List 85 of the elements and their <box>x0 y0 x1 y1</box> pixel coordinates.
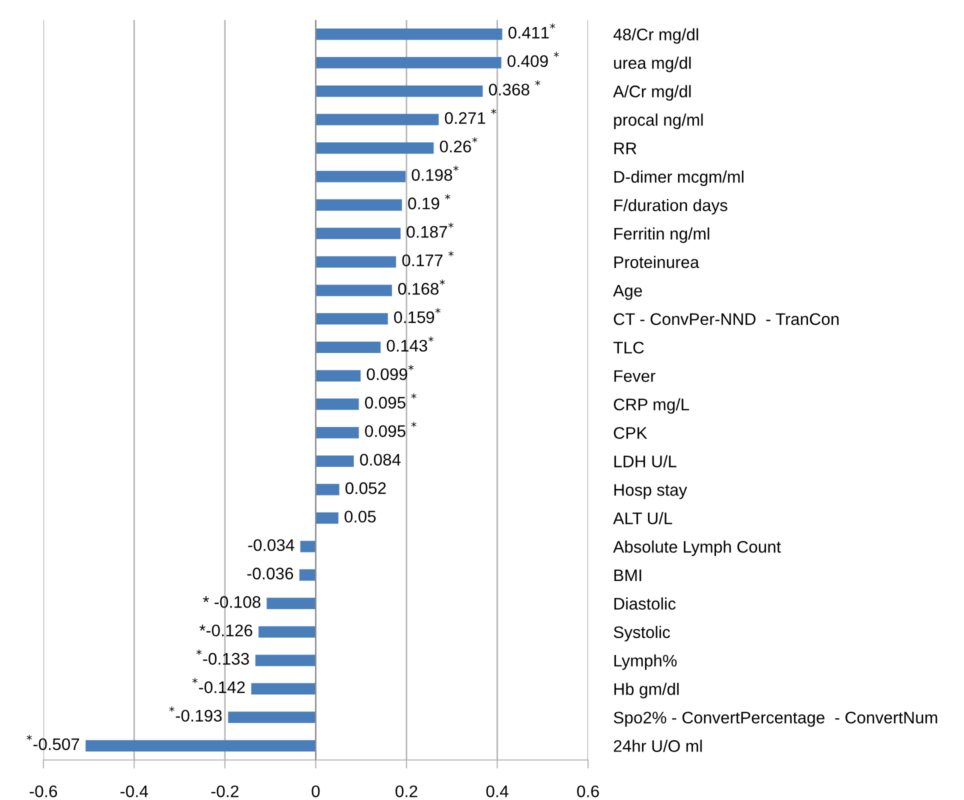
bar <box>316 313 388 325</box>
bar <box>316 228 401 240</box>
y-tick-label: D-dimer mcgm/ml <box>614 170 744 186</box>
bar <box>316 256 396 268</box>
bar <box>316 85 483 97</box>
x-tick-label: 0.4 <box>486 785 508 798</box>
y-tick-label: Hb gm/dl <box>614 682 679 698</box>
data-label: 0.084 <box>360 454 401 466</box>
data-label: $^{*}$-0.133 <box>196 650 249 665</box>
bar <box>299 569 316 581</box>
y-tick-label: 48/Cr mg/dl <box>613 28 698 44</box>
data-label: 0.095 $^{*}$ <box>365 422 416 438</box>
y-tick-label: procal ng/ml <box>614 114 703 130</box>
data-label: 0.099$^{*}$ <box>366 364 414 380</box>
bar <box>316 427 359 438</box>
y-tick-label: CPK <box>614 427 648 439</box>
x-tick-label: -0.4 <box>120 785 148 798</box>
data-label: 0.095 $^{*}$ <box>365 393 416 409</box>
data-label: 0.177 $^{*}$ <box>402 251 454 266</box>
x-tick-label: -0.2 <box>211 785 238 798</box>
data-label: -0.034 <box>248 539 294 552</box>
data-label: 0.05 <box>344 510 376 523</box>
y-tick-label: LDH U/L <box>614 455 676 468</box>
y-tick-label: Hosp stay <box>614 484 688 500</box>
bar <box>316 199 402 211</box>
data-label: 0.168$^{*}$ <box>398 280 445 295</box>
y-tick-label: BMI <box>614 570 642 582</box>
data-label: 0.052 <box>346 482 386 494</box>
y-tick-label: Systolic <box>614 626 670 642</box>
y-tick-label: Fever <box>614 370 656 382</box>
data-label: 0.143$^{*}$ <box>386 336 434 352</box>
data-label: 0.19 $^{*}$ <box>408 194 450 210</box>
data-label: 0.411$^{*}$ <box>508 23 556 39</box>
x-tick-label: -0.6 <box>30 785 58 798</box>
y-tick-label: 24hr U/O ml <box>614 740 702 752</box>
x-tick-label: 0.6 <box>577 785 599 798</box>
bar <box>316 342 381 353</box>
y-tick-label: urea mg/dl <box>614 56 691 72</box>
y-tick-label: Proteinurea <box>614 256 700 268</box>
bar <box>316 57 502 68</box>
y-tick-label: CT - ConvPer-NND - TranCon <box>614 313 839 326</box>
y-tick-label: ALT U/L <box>613 512 672 524</box>
y-tick-label: TLC <box>613 342 644 354</box>
data-label: 0.198$^{*}$ <box>412 166 458 181</box>
y-tick-label: Age <box>613 284 642 300</box>
bar <box>251 683 316 695</box>
data-label: $^{*}$-0.507 <box>26 734 80 750</box>
bar <box>316 114 439 126</box>
data-label: 0.26$^{*}$ <box>440 137 478 152</box>
data-label: $^{*}$-0.193 <box>169 706 222 722</box>
bar <box>228 712 316 723</box>
bar <box>316 484 340 496</box>
y-tick-label: Spo2% - ConvertPercentage - ConvertNum <box>614 712 938 727</box>
bar <box>316 370 361 382</box>
y-tick-label: F/duration days <box>614 198 728 214</box>
data-label: $^{*}$-0.142 <box>192 678 245 694</box>
bar <box>258 626 316 638</box>
bar <box>316 142 434 154</box>
bar <box>316 170 406 182</box>
bar <box>316 284 392 296</box>
bar <box>316 455 354 467</box>
data-label: 0.368 $^{*}$ <box>488 80 540 96</box>
bar <box>316 512 338 524</box>
bar <box>300 540 316 552</box>
x-tick-label: 0 <box>312 785 320 798</box>
y-tick-label: A/Cr mg/dl <box>613 85 691 101</box>
bar <box>255 654 316 666</box>
y-tick-label: RR <box>614 142 636 154</box>
bar <box>86 740 316 752</box>
bar <box>316 28 502 40</box>
data-label: 0.271 $^{*}$ <box>444 108 496 124</box>
y-tick-label: Ferritin ng/ml <box>614 227 710 243</box>
data-label: -0.036 <box>247 568 294 580</box>
bar <box>316 398 359 410</box>
data-label: 0.187$^{*}$ <box>406 222 454 238</box>
data-label: * -0.108 <box>203 596 260 608</box>
data-label: 0.409 $^{*}$ <box>508 52 559 68</box>
x-tick-label: 0.2 <box>396 785 418 798</box>
y-tick-label: Lymph% <box>614 654 677 670</box>
bar <box>266 598 316 610</box>
y-tick-label: Absolute Lymph Count <box>613 540 781 556</box>
y-tick-label: Diastolic <box>614 597 676 610</box>
y-tick-label: CRP mg/L <box>614 398 690 414</box>
data-label: *-0.126 <box>199 624 252 636</box>
data-label: 0.159$^{*}$ <box>394 308 440 324</box>
